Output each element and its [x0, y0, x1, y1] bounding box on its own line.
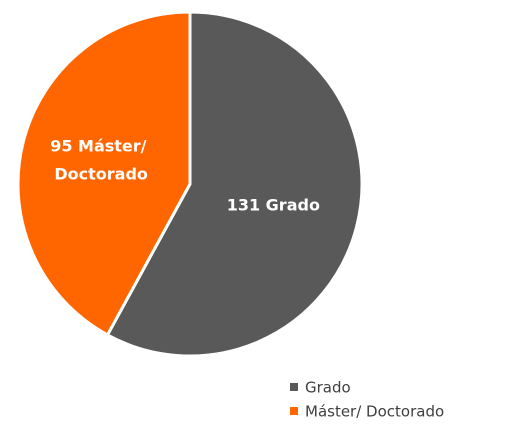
- pie-slice: [105, 10, 364, 358]
- legend-swatch: [290, 383, 298, 391]
- data-label: 131 Grado: [227, 195, 320, 214]
- legend-label: Máster/ Doctorado: [305, 403, 444, 421]
- pie-slice: [16, 10, 192, 337]
- legend-label: Grado: [305, 379, 351, 397]
- data-label: 95 Máster/ Doctorado: [49, 136, 148, 183]
- legend-swatch: [290, 407, 298, 415]
